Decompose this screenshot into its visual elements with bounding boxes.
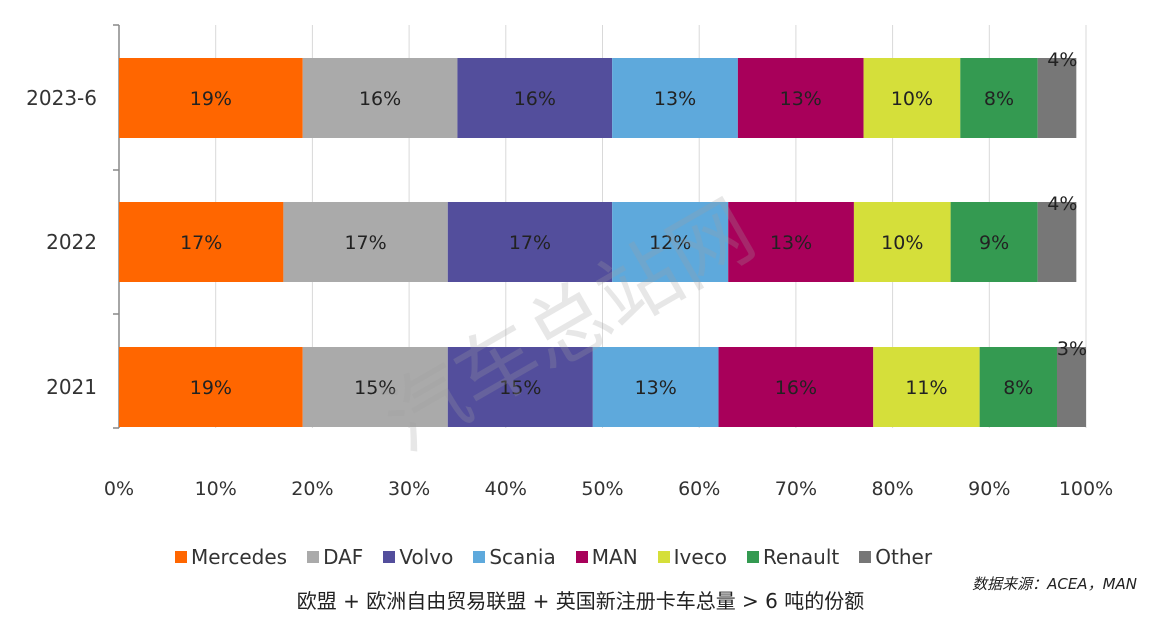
data-label: 16% [514,88,556,110]
data-label: 13% [654,88,696,110]
bar-segment-other [1056,347,1086,427]
legend: Mercedes DAF Volvo Scania MAN Iveco Renault Oth… [175,545,952,569]
data-label: 9% [979,232,1009,254]
x-tick-label: 100% [1059,478,1113,500]
legend-swatch [657,551,670,563]
legend-label: Iveco [673,545,727,569]
data-label: 13% [780,88,822,110]
legend-label: MAN [591,545,638,569]
bar-segment-renault [950,202,1038,282]
bar-segment-daf [283,202,448,282]
x-tick-label: 20% [291,478,333,500]
x-tick-label: 0% [104,478,134,500]
data-label: 17% [344,232,386,254]
legend-swatch [307,551,320,563]
bar-segment-iveco [873,347,980,427]
legend-label: Volvo [399,545,454,569]
bar-segment-daf [302,347,448,427]
bar-segment-other [1037,58,1077,138]
bar-segment-mercedes [119,58,303,138]
legend-item: DAF [307,545,363,569]
data-label: 10% [881,232,923,254]
data-label: 19% [190,377,232,399]
data-label: 19% [190,88,232,110]
category-label: 2022 [46,230,97,254]
bar-segment-volvo [457,58,613,138]
data-label: 10% [891,88,933,110]
x-tick-label: 30% [388,478,430,500]
x-tick-label: 50% [581,478,623,500]
data-label: 17% [180,232,222,254]
bar-segment-mercedes [119,347,303,427]
bar-segment-volvo [447,202,613,282]
bar-segment-man [718,347,874,427]
data-label: 16% [775,377,817,399]
data-label: 15% [499,377,541,399]
data-label: 12% [649,232,691,254]
legend-label: Renault [762,545,840,569]
x-tick-label: 90% [968,478,1010,500]
bar-segment-man [737,58,864,138]
category-label: 2021 [46,375,97,399]
legend-swatch [575,551,588,563]
x-tick-label: 40% [485,478,527,500]
data-label: 4% [1047,193,1077,215]
bar-segment-scania [612,58,738,138]
bar-segment-scania [612,202,729,282]
legend-swatch [175,551,187,563]
legend-item: Mercedes [175,545,287,569]
legend-swatch [859,551,872,563]
x-tick-label: 80% [871,478,913,500]
legend-swatch [383,551,396,563]
legend-item: Volvo [383,545,453,569]
legend-item: Scania [473,545,556,569]
data-label: 8% [1003,377,1033,399]
legend-swatch [473,551,486,563]
bar-segment-scania [592,347,719,427]
stacked-bar-chart: 0% 10% 20% 30% 40% 50% 60% 70% 80% 90% 100% 2023-6 1… [26,24,1113,500]
data-label: 15% [354,377,396,399]
data-label: 16% [359,88,401,110]
legend-label: Other [875,545,933,569]
legend-label: Mercedes [191,545,288,569]
source-note: 数据来源：ACEA，MAN [972,575,1137,593]
x-tick-label: 60% [678,478,720,500]
bar-segment-volvo [447,347,593,427]
x-tick-label: 10% [195,478,237,500]
bar-segment-other [1037,202,1077,282]
data-label: 11% [905,377,947,399]
legend-item: Iveco [657,545,727,569]
bar-segment-daf [302,58,458,138]
bar-segment-renault [960,58,1038,138]
bar-segment-iveco [863,58,961,138]
legend-item: MAN [575,545,638,569]
bar-segment-mercedes [119,202,284,282]
legend-label: DAF [323,545,364,569]
data-label: 13% [770,232,812,254]
bar-segment-iveco [853,202,951,282]
x-tick-label: 70% [775,478,817,500]
legend-item: Renault [746,545,840,569]
data-label: 17% [509,232,551,254]
data-label: 4% [1047,49,1077,71]
data-label: 8% [984,88,1014,110]
chart-caption: 欧盟 + 欧洲自由贸易联盟 + 英国新注册卡车总量 > 6 吨的份额 [296,589,865,613]
legend-swatch [746,551,759,563]
category-label: 2023-6 [26,86,97,110]
bar-segment-man [728,202,854,282]
legend-label: Scania [489,545,556,569]
data-label: 13% [635,377,677,399]
data-label: 3% [1057,338,1087,360]
bar-segment-renault [979,347,1057,427]
legend-item: Other [859,545,932,569]
